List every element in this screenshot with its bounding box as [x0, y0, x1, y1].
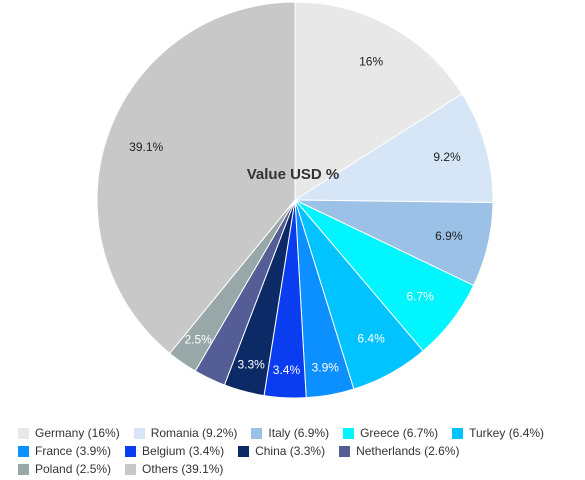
slice-label-romania: 9.2%: [433, 150, 461, 164]
legend-label: Germany (16%): [35, 426, 120, 440]
legend-swatch: [339, 445, 351, 457]
legend-label: China (3.3%): [255, 444, 326, 458]
legend-item-turkey: Turkey (6.4%): [452, 426, 544, 440]
pie-slice-germany: [294, 1, 463, 201]
legend-item-greece: Greece (6.7%): [343, 426, 438, 440]
legend-item-france: France (3.9%): [18, 444, 111, 458]
legend-label: France (3.9%): [35, 444, 112, 458]
legend-label: Poland (2.5%): [35, 462, 112, 476]
pie-slices: [96, 1, 494, 399]
pie-chart: 16% 9.2% 6.9% 6.7% 6.4% 3.9% 3.4% 3.3% 2.5% 39.1%…: [96, 1, 494, 399]
legend-swatch: [452, 427, 464, 439]
legend: Germany (16%) Romania (9.2%) Italy (6.9%) G…: [18, 424, 583, 478]
legend-label: Romania (9.2%): [150, 426, 238, 440]
legend-item-netherlands: Netherlands (2.6%): [339, 444, 459, 458]
legend-swatch: [251, 427, 263, 439]
legend-item-china: China (3.3%): [238, 444, 325, 458]
pie-slice-others: [96, 1, 296, 355]
slice-label-greece: 6.7%: [406, 289, 434, 303]
legend-item-others: Others (39.1%): [125, 462, 223, 476]
chart-title: Value USD %: [247, 166, 340, 183]
legend-swatch: [18, 427, 29, 439]
legend-item-poland: Poland (2.5%): [18, 462, 111, 476]
slice-label-turkey: 6.4%: [357, 331, 385, 345]
legend-swatch: [125, 463, 137, 475]
legend-row: Germany (16%) Romania (9.2%) Italy (6.9%) G…: [18, 424, 583, 442]
legend-item-belgium: Belgium (3.4%): [125, 444, 224, 458]
slice-label-china: 3.3%: [237, 357, 265, 371]
legend-label: Turkey (6.4%): [469, 426, 545, 440]
slice-label-germany: 16%: [359, 55, 383, 69]
pie-slice-romania: [293, 93, 494, 203]
slice-labels: 16% 9.2% 6.9% 6.7% 6.4% 3.9% 3.4% 3.3% 2.5% 39.1%: [129, 55, 463, 377]
slice-label-poland: 2.5%: [184, 333, 212, 347]
legend-item-romania: Romania (9.2%): [133, 426, 238, 440]
legend-swatch: [343, 427, 355, 439]
slice-label-france: 3.9%: [312, 360, 340, 374]
legend-row: Poland (2.5%) Others (39.1%): [18, 460, 583, 478]
legend-swatch: [125, 445, 137, 457]
legend-label: Belgium (3.4%): [142, 444, 225, 458]
legend-swatch: [238, 445, 250, 457]
legend-label: Netherlands (2.6%): [356, 444, 460, 458]
legend-swatch: [18, 445, 29, 457]
legend-row: France (3.9%) Belgium (3.4%) China (3.3%) N…: [18, 442, 583, 460]
slice-label-italy: 6.9%: [435, 229, 463, 243]
legend-swatch: [18, 463, 29, 475]
slice-label-others: 39.1%: [129, 140, 163, 154]
legend-item-germany: Germany (16%): [18, 426, 120, 440]
slice-label-belgium: 3.4%: [273, 363, 301, 377]
legend-label: Greece (6.7%): [360, 426, 439, 440]
legend-item-italy: Italy (6.9%): [251, 426, 329, 440]
legend-swatch: [133, 427, 145, 439]
legend-label: Italy (6.9%): [268, 426, 330, 440]
legend-label: Others (39.1%): [142, 462, 224, 476]
